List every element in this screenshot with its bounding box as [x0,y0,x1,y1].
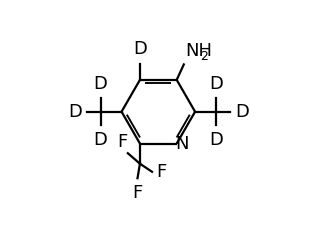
Text: NH: NH [185,42,212,60]
Text: N: N [175,135,189,153]
Text: D: D [209,75,223,93]
Text: D: D [133,40,147,58]
Text: D: D [209,131,223,149]
Text: 2: 2 [200,49,208,63]
Text: D: D [94,131,108,149]
Text: D: D [68,103,82,121]
Text: D: D [235,103,249,121]
Text: F: F [156,163,167,181]
Text: F: F [132,184,143,202]
Text: F: F [117,133,128,151]
Text: D: D [94,75,108,93]
